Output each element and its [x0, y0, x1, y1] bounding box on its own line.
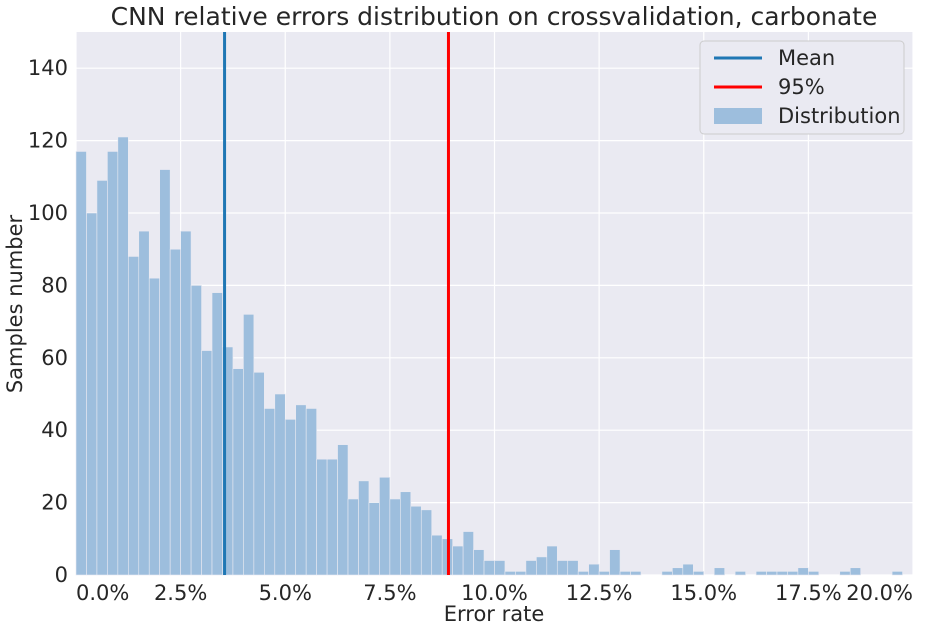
- y-tick-label: 140: [28, 56, 68, 80]
- histogram-bar: [452, 545, 464, 576]
- histogram-bar: [588, 563, 600, 576]
- histogram-bar: [630, 571, 642, 576]
- legend-distribution-label: Distribution: [778, 104, 901, 128]
- histogram-bar: [462, 531, 474, 576]
- histogram-bar: [525, 560, 537, 576]
- x-tick-label: 17.5%: [775, 581, 842, 605]
- x-axis-label: Error rate: [444, 602, 545, 626]
- histogram-bar: [358, 480, 370, 576]
- histogram-bar: [567, 560, 579, 576]
- histogram-bar: [536, 556, 548, 576]
- y-tick-label: 60: [41, 346, 68, 370]
- histogram-bar: [117, 136, 129, 576]
- histogram-bar: [274, 393, 286, 576]
- histogram-bars: [75, 136, 903, 576]
- histogram-bar: [504, 571, 516, 576]
- histogram-bar: [431, 534, 443, 576]
- x-tick-label: 12.5%: [566, 581, 633, 605]
- histogram-bar: [316, 458, 328, 576]
- histogram-bar: [243, 314, 255, 576]
- legend-distribution-swatch: [714, 108, 762, 124]
- y-tick-labels: 0 20 40 60 80 100 120 140: [28, 56, 68, 587]
- chart-title: CNN relative errors distribution on cros…: [111, 2, 878, 31]
- histogram-bar: [169, 248, 181, 576]
- histogram-bar: [337, 444, 349, 576]
- histogram-bar: [201, 350, 213, 576]
- histogram-bar: [619, 571, 631, 576]
- histogram-bar: [787, 571, 799, 576]
- y-tick-label: 120: [28, 129, 68, 153]
- histogram-bar: [672, 567, 684, 576]
- histogram-bar: [148, 277, 161, 576]
- histogram-bar: [755, 571, 767, 576]
- x-tick-label: 10.0%: [461, 581, 528, 605]
- histogram-bar: [556, 560, 569, 576]
- histogram-bar: [849, 567, 861, 576]
- legend: Mean 95% Distribution: [699, 40, 905, 135]
- y-tick-label: 80: [41, 273, 68, 297]
- x-tick-label: 15.0%: [670, 581, 737, 605]
- histogram-bar: [713, 567, 725, 576]
- histogram-bar: [159, 169, 171, 576]
- histogram-bar: [347, 498, 359, 576]
- histogram-bar: [107, 151, 119, 576]
- histogram-bar: [96, 180, 108, 576]
- histogram-bar: [839, 571, 851, 576]
- histogram-bar: [494, 560, 506, 576]
- reference-lines: [223, 32, 450, 575]
- histogram-bar: [284, 419, 297, 576]
- histogram-bar: [379, 476, 391, 576]
- x-tick-label: 5.0%: [259, 581, 312, 605]
- y-tick-label: 0: [55, 563, 68, 587]
- histogram-bar: [515, 571, 527, 576]
- histogram-bar: [776, 571, 788, 576]
- legend-mean-label: Mean: [778, 46, 835, 70]
- histogram-bar: [410, 505, 422, 576]
- histogram-bar: [190, 285, 202, 576]
- histogram-bar: [368, 502, 380, 576]
- histogram-bar: [264, 408, 276, 576]
- legend-p95-label: 95%: [778, 75, 825, 99]
- histogram-bar: [305, 408, 317, 576]
- x-tick-label: 2.5%: [154, 581, 207, 605]
- histogram-bar: [295, 404, 307, 576]
- x-tick-label: 7.5%: [363, 581, 416, 605]
- histogram-bar: [682, 563, 694, 576]
- histogram-bar: [661, 571, 673, 576]
- histogram-bar: [692, 571, 705, 576]
- histogram-bar: [326, 458, 338, 576]
- histogram-bar: [128, 256, 140, 576]
- histogram-bar: [891, 571, 903, 576]
- histogram-bar: [598, 571, 610, 576]
- y-axis-label: Samples number: [3, 214, 27, 393]
- histogram-bar: [389, 498, 401, 576]
- histogram-bar: [232, 368, 244, 576]
- histogram-bar: [546, 545, 558, 576]
- histogram-bar: [420, 509, 433, 576]
- x-tick-labels: 0.0% 2.5% 5.0% 7.5% 10.0% 12.5% 15.0% 17.5% 20.0…: [76, 581, 913, 605]
- y-tick-label: 20: [41, 491, 68, 515]
- histogram-bar: [253, 371, 265, 576]
- histogram-bar: [180, 230, 192, 576]
- histogram-bar: [483, 560, 495, 576]
- x-tick-label: 20.0%: [846, 581, 913, 605]
- histogram-bar: [577, 571, 589, 576]
- histogram-bar: [766, 571, 778, 576]
- histogram-bar: [86, 212, 98, 576]
- histogram-bar: [808, 571, 820, 576]
- histogram-bar: [400, 491, 412, 576]
- histogram-bar: [797, 567, 809, 576]
- histogram-bar: [609, 549, 621, 576]
- histogram-bar: [473, 549, 485, 576]
- histogram-bar: [211, 292, 223, 576]
- histogram-bar: [734, 571, 746, 576]
- y-tick-label: 40: [41, 418, 68, 442]
- y-tick-label: 100: [28, 201, 68, 225]
- histogram-bar: [75, 151, 87, 576]
- x-tick-label: 0.0%: [76, 581, 129, 605]
- histogram-bar: [138, 230, 150, 576]
